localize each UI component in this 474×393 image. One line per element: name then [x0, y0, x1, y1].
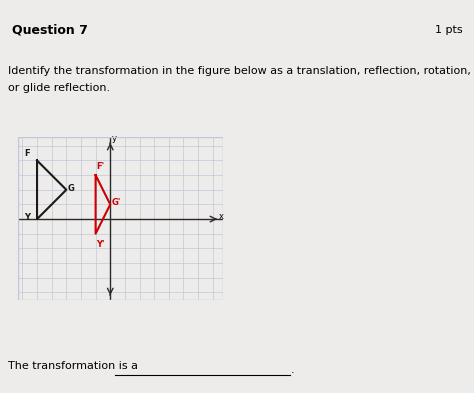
Text: Y: Y [24, 213, 30, 222]
Text: F: F [24, 149, 30, 158]
Text: x: x [219, 212, 224, 221]
Text: G': G' [112, 198, 121, 208]
Text: .: . [291, 365, 295, 375]
Text: or glide reflection.: or glide reflection. [8, 83, 110, 93]
Text: F': F' [96, 162, 104, 171]
Text: Identify the transformation in the figure below as a translation, reflection, ro: Identify the transformation in the figur… [8, 66, 471, 76]
Text: 1 pts: 1 pts [435, 25, 462, 35]
Text: Y': Y' [96, 240, 105, 249]
Text: Question 7: Question 7 [12, 23, 88, 36]
Text: The transformation is a: The transformation is a [8, 361, 138, 371]
Text: y: y [111, 134, 117, 143]
Text: G: G [68, 184, 75, 193]
